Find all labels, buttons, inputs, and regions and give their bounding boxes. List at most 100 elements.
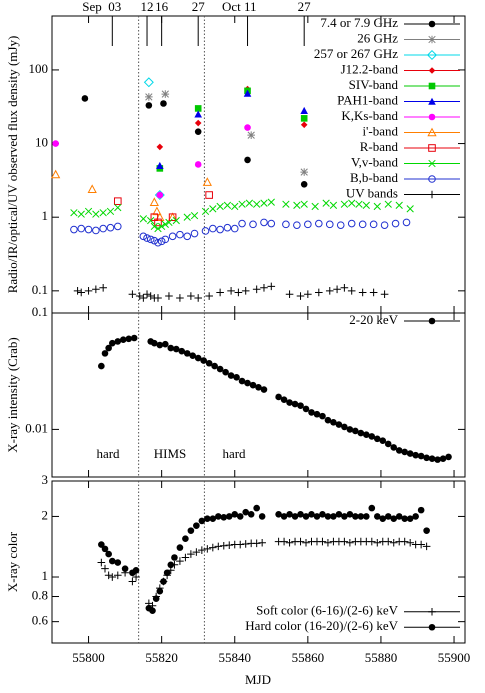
data-point <box>209 224 217 233</box>
data-point <box>302 405 310 413</box>
data-point <box>183 232 192 241</box>
data-point <box>176 544 184 551</box>
data-point <box>406 450 414 457</box>
data-point <box>304 220 312 229</box>
data-point <box>143 77 154 88</box>
y-tick-label: 10 <box>35 135 48 150</box>
legend-label: J12.2-band <box>341 61 399 76</box>
data-point <box>368 433 376 440</box>
legend-marker <box>428 144 436 152</box>
data-point <box>341 423 348 431</box>
data-point <box>156 143 164 151</box>
data-point <box>368 504 376 512</box>
data-point <box>422 542 431 551</box>
data-point <box>313 410 321 418</box>
data-point <box>201 207 210 216</box>
data-point <box>114 559 122 566</box>
data-point <box>84 207 93 216</box>
data-point <box>146 292 155 300</box>
legend-label: 2-20 keV <box>349 312 398 327</box>
legend-marker <box>428 113 436 121</box>
legend-marker <box>428 190 436 199</box>
data-point <box>183 213 191 221</box>
data-point <box>252 539 261 548</box>
data-point <box>101 545 109 553</box>
data-point <box>205 292 213 300</box>
data-point <box>300 180 308 188</box>
data-point <box>253 200 261 208</box>
data-point <box>81 95 89 102</box>
data-point <box>236 540 245 549</box>
data-point <box>406 538 414 547</box>
data-point <box>147 216 155 225</box>
data-point <box>297 510 304 518</box>
data-point <box>260 199 268 207</box>
data-point <box>300 121 308 129</box>
data-point <box>384 537 393 546</box>
data-point <box>223 201 232 209</box>
data-point <box>333 285 341 294</box>
data-point <box>234 288 243 297</box>
data-point <box>172 345 180 353</box>
data-point <box>369 288 378 297</box>
data-point <box>280 513 288 520</box>
data-point <box>132 566 140 574</box>
state-annotation: hard <box>222 446 246 461</box>
data-point <box>192 548 201 556</box>
data-point <box>293 201 301 209</box>
y-tick-label: 0.01 <box>25 420 48 435</box>
data-point <box>231 202 239 211</box>
data-point <box>308 409 315 416</box>
data-point <box>315 219 323 228</box>
data-point <box>163 569 171 577</box>
data-point <box>249 381 257 389</box>
data-point <box>395 513 403 520</box>
data-point <box>152 595 160 603</box>
data-point <box>275 393 282 401</box>
data-point <box>285 538 294 547</box>
data-point <box>324 538 332 547</box>
data-point <box>113 571 122 580</box>
data-point <box>214 542 223 551</box>
data-point <box>369 220 378 229</box>
data-point <box>285 290 294 299</box>
data-point <box>167 561 175 569</box>
x-tick-label: 55860 <box>292 650 325 665</box>
data-point <box>161 235 170 244</box>
y-axis-title: Radio/IR/optical/UV observed flux densit… <box>5 36 20 294</box>
y-axis-title: X-ray intensity (Crab) <box>5 337 20 453</box>
data-point <box>297 402 304 409</box>
date-label: 27 <box>192 0 206 14</box>
data-point <box>291 513 299 520</box>
data-point <box>324 416 332 424</box>
data-point <box>150 222 158 231</box>
data-point <box>187 292 195 300</box>
data-point <box>363 513 370 520</box>
data-point <box>402 218 411 227</box>
data-point <box>187 550 195 558</box>
legend-marker <box>428 317 436 325</box>
data-point <box>412 513 419 520</box>
data-point <box>130 334 138 342</box>
data-point <box>417 540 425 549</box>
data-point <box>109 557 116 565</box>
data-point <box>194 119 202 127</box>
data-point <box>244 124 251 131</box>
data-point <box>209 515 217 522</box>
data-point <box>231 510 239 518</box>
data-point <box>156 191 164 199</box>
data-point <box>77 224 86 233</box>
data-point <box>445 453 452 461</box>
data-point <box>341 513 348 520</box>
legend-marker <box>428 623 436 631</box>
data-point <box>220 514 228 521</box>
data-point <box>347 287 356 295</box>
data-point <box>132 573 140 581</box>
state-annotation: hard <box>96 446 120 461</box>
data-point <box>244 379 251 387</box>
data-point <box>242 508 250 516</box>
data-point <box>165 218 173 227</box>
legend-label: Hard color (16-20)/(2-6) keV <box>245 618 398 633</box>
data-point <box>154 224 162 233</box>
data-point <box>417 506 425 514</box>
